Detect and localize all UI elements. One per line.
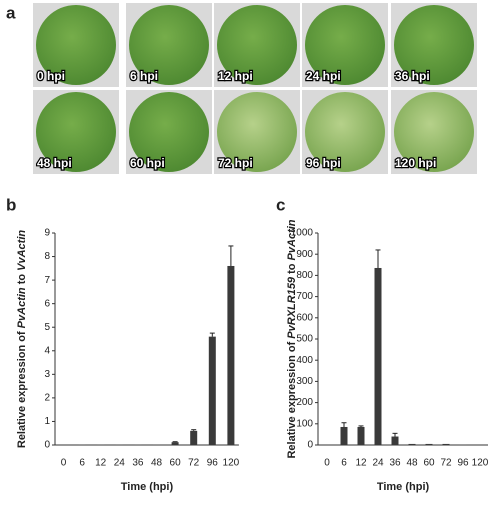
tile-label: 12 hpi — [218, 69, 253, 83]
y-tick-label: 6 — [44, 298, 50, 309]
tile-label: 48 hpi — [37, 156, 72, 170]
x-tick-label: 0 — [61, 458, 67, 469]
bar — [375, 268, 382, 445]
x-tick-label: 48 — [151, 458, 163, 469]
y-axis-label-part: Relative expression of — [16, 328, 28, 448]
x-tick-label: 120 — [223, 458, 240, 469]
x-axis-label: Time (hpi) — [377, 481, 430, 493]
y-axis-label-part: to — [286, 260, 298, 277]
bar — [443, 444, 450, 445]
tile-label: 72 hpi — [218, 156, 253, 170]
y-axis-label-part: VvActin — [16, 230, 28, 271]
bar — [358, 427, 365, 445]
x-tick-label: 6 — [79, 458, 85, 469]
y-axis-label: Relative expression of PvRXLR159 to PvAc… — [286, 219, 298, 458]
tile-label: 6 hpi — [130, 69, 158, 83]
y-tick-label: 700 — [296, 291, 313, 302]
x-tick-label: 36 — [389, 458, 401, 469]
y-tick-label: 3 — [44, 369, 50, 380]
x-tick-label: 12 — [95, 458, 107, 469]
panel-label: a — [6, 3, 16, 22]
x-tick-label: 60 — [423, 458, 435, 469]
bar — [190, 431, 197, 445]
x-tick-label: 12 — [355, 458, 367, 469]
x-tick-label: 120 — [472, 458, 489, 469]
tile-label: 60 hpi — [130, 156, 165, 170]
x-tick-label: 96 — [207, 458, 219, 469]
y-tick-label: 900 — [296, 249, 313, 260]
y-tick-label: 1 — [44, 416, 50, 427]
bar — [341, 427, 348, 445]
bar — [172, 442, 179, 445]
x-tick-label: 6 — [341, 458, 347, 469]
y-axis-label-part: PvActin — [16, 287, 28, 328]
y-tick-label: 100 — [296, 418, 313, 429]
tile-label: 0 hpi — [37, 69, 65, 83]
tile-label: 36 hpi — [395, 69, 430, 83]
bar — [209, 337, 216, 445]
bar — [426, 444, 433, 445]
bar — [227, 266, 234, 445]
y-tick-label: 2 — [44, 393, 50, 404]
bar — [409, 444, 416, 445]
y-axis-label-part: to — [16, 271, 28, 288]
y-tick-label: 4 — [44, 345, 50, 356]
x-tick-label: 24 — [114, 458, 126, 469]
x-tick-label: 24 — [372, 458, 384, 469]
y-tick-label: 500 — [296, 334, 313, 345]
y-tick-label: 200 — [296, 397, 313, 408]
x-tick-label: 60 — [170, 458, 182, 469]
x-tick-label: 72 — [440, 458, 452, 469]
y-axis-label-part: Relative expression of — [286, 339, 298, 459]
y-tick-label: 8 — [44, 251, 50, 262]
y-tick-label: 5 — [44, 322, 50, 333]
panel-label: c — [276, 195, 285, 214]
y-tick-label: 600 — [296, 312, 313, 323]
x-tick-label: 48 — [406, 458, 418, 469]
y-tick-label: 7 — [44, 275, 50, 286]
y-tick-label: 400 — [296, 355, 313, 366]
tile-label: 96 hpi — [306, 156, 341, 170]
bar — [392, 437, 399, 445]
y-tick-label: 800 — [296, 270, 313, 281]
y-tick-label: 300 — [296, 376, 313, 387]
x-tick-label: 96 — [457, 458, 469, 469]
panel-label: b — [6, 195, 16, 214]
x-tick-label: 72 — [188, 458, 200, 469]
x-axis-label: Time (hpi) — [121, 481, 174, 493]
x-tick-label: 0 — [324, 458, 330, 469]
y-tick-label: 0 — [307, 440, 313, 451]
y-tick-label: 0 — [44, 440, 50, 451]
y-axis-label-part: PvRXLR159 — [286, 276, 298, 339]
y-axis-label-part: PvActin — [286, 219, 298, 260]
y-axis-label: Relative expression of PvActin to VvActi… — [16, 230, 28, 449]
tile-label: 24 hpi — [306, 69, 341, 83]
x-tick-label: 36 — [132, 458, 144, 469]
y-tick-label: 9 — [44, 228, 50, 239]
tile-label: 120 hpi — [395, 156, 436, 170]
